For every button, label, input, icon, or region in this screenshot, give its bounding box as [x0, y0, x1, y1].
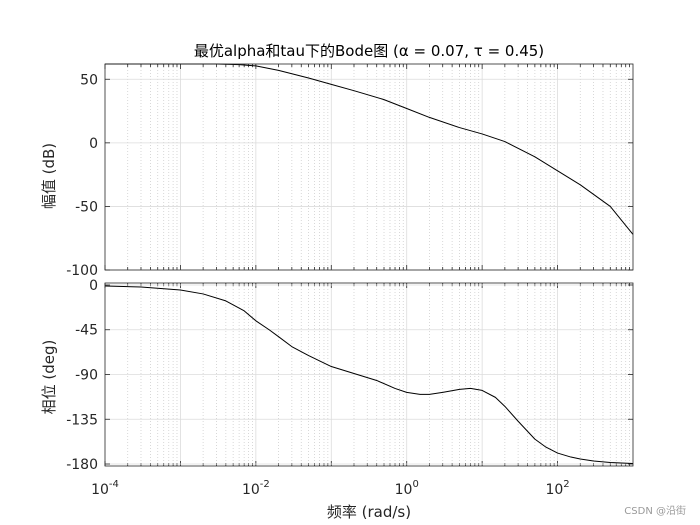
phase-y-tick-label: -135: [66, 412, 98, 428]
magnitude-axes-box: [104, 63, 634, 271]
x-tick-labels: 10-4 10-2 100 102: [91, 479, 570, 498]
phase-y-tick-label: -90: [75, 368, 98, 384]
magnitude-axes: 50 0 -50 -100: [66, 63, 634, 279]
x-tick-label: 100: [395, 479, 419, 498]
phase-axes-box: [104, 282, 634, 467]
x-tick-label: 10-4: [91, 479, 119, 498]
phase-series-line: [104, 285, 634, 465]
magnitude-y-tick-label: -100: [66, 263, 98, 279]
magnitude-y-tick-label: 0: [89, 136, 98, 152]
chart-title: 最优alpha和tau下的Bode图 (α = 0.07, τ = 0.45): [194, 42, 544, 60]
x-axis-label: 频率 (rad/s): [327, 503, 411, 521]
x-tick-label: 10-2: [242, 479, 270, 498]
phase-y-tick-label: 0: [89, 278, 98, 294]
magnitude-y-tick-label: -50: [75, 199, 98, 215]
watermark: CSDN @沿街: [624, 506, 686, 517]
magnitude-plot-area: [105, 64, 633, 270]
magnitude-ylabel: 幅值 (dB): [40, 143, 58, 209]
phase-ylabel: 相位 (deg): [40, 340, 58, 415]
x-tick-label: 102: [545, 479, 569, 498]
phase-axes: 0 -45 -90 -135 -180: [66, 278, 634, 473]
magnitude-y-tick-label: 50: [80, 72, 98, 88]
phase-y-tick-label: -45: [75, 323, 98, 339]
phase-y-tick-label: -180: [66, 457, 98, 473]
